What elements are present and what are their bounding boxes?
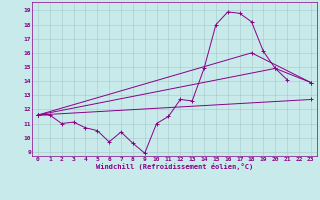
X-axis label: Windchill (Refroidissement éolien,°C): Windchill (Refroidissement éolien,°C) (96, 163, 253, 170)
